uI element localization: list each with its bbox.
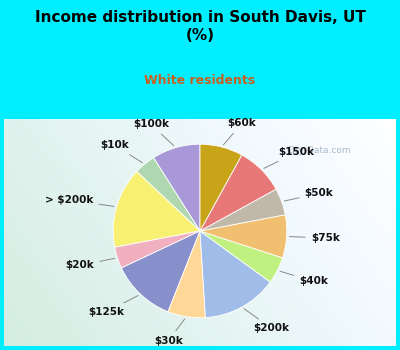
Text: $150k: $150k <box>264 147 314 168</box>
Text: $200k: $200k <box>244 309 290 333</box>
Text: $125k: $125k <box>88 295 138 317</box>
Text: $100k: $100k <box>133 119 174 146</box>
Text: $40k: $40k <box>280 271 328 286</box>
Text: Income distribution in South Davis, UT
(%): Income distribution in South Davis, UT (… <box>34 10 366 43</box>
Wedge shape <box>200 215 287 258</box>
Text: $50k: $50k <box>284 188 333 201</box>
Wedge shape <box>154 144 200 231</box>
Wedge shape <box>200 231 270 318</box>
Wedge shape <box>122 231 200 312</box>
Text: $75k: $75k <box>290 233 340 243</box>
Wedge shape <box>113 172 200 247</box>
Text: $60k: $60k <box>224 118 256 145</box>
Wedge shape <box>200 144 242 231</box>
Text: $30k: $30k <box>154 319 185 346</box>
Wedge shape <box>200 231 282 282</box>
Wedge shape <box>168 231 206 318</box>
Text: $10k: $10k <box>100 140 142 163</box>
Wedge shape <box>200 155 276 231</box>
Text: City-Data.com: City-Data.com <box>286 146 351 155</box>
Text: > $200k: > $200k <box>45 195 114 206</box>
Text: $20k: $20k <box>66 258 115 270</box>
Wedge shape <box>115 231 200 268</box>
Wedge shape <box>200 189 285 231</box>
Wedge shape <box>137 158 200 231</box>
Text: White residents: White residents <box>144 74 256 86</box>
